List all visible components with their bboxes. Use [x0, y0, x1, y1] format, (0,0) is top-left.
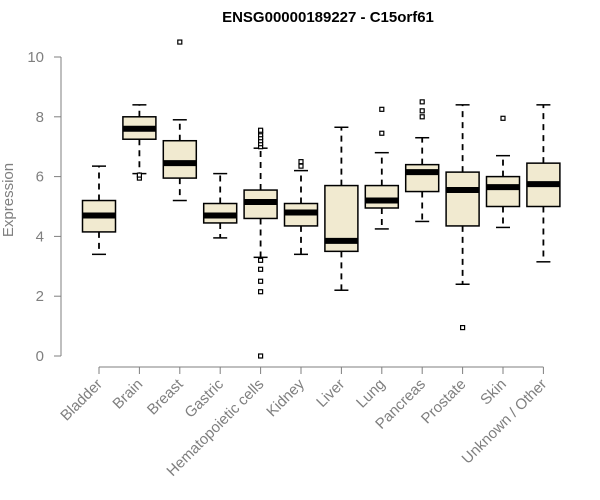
y-axis-label: Expression: [0, 163, 17, 237]
outlier-point: [258, 257, 264, 263]
y-axis: 0 2 4 6 8 10: [27, 49, 62, 365]
outlier-point: [177, 39, 183, 45]
box-bladder: [81, 165, 117, 256]
iqr-box: [485, 175, 521, 208]
box-breast: [162, 39, 198, 202]
outlier-point: [500, 115, 506, 121]
chart-title: ENSG00000189227 - C15orf61: [222, 9, 434, 26]
outlier-point: [460, 324, 466, 331]
y-tick-label: 0: [36, 348, 44, 365]
box-brain: [122, 104, 157, 181]
box-hematopoietic-cells: [243, 127, 278, 359]
outlier-point: [379, 106, 385, 112]
outlier-point: [419, 108, 425, 114]
x-tick-label: Prostate: [418, 376, 470, 428]
outlier-point: [419, 114, 425, 120]
x-tick-label: Lung: [353, 376, 389, 412]
outlier-point: [258, 278, 264, 284]
x-tick-label: Brain: [109, 376, 146, 413]
outlier-point: [298, 163, 304, 169]
box-skin: [485, 115, 521, 229]
y-tick-label: 6: [36, 169, 44, 186]
outlier-point: [136, 172, 142, 178]
outlier-point: [258, 353, 264, 359]
iqr-box: [404, 163, 440, 193]
x-tick-label: Kidney: [263, 375, 308, 420]
plot-area: [81, 39, 561, 359]
outlier-point: [258, 289, 264, 295]
iqr-box: [364, 184, 400, 209]
x-tick-label: Bladder: [57, 376, 106, 425]
box-pancreas: [404, 99, 440, 223]
y-tick-label: 4: [36, 228, 44, 245]
box-gastric: [202, 172, 238, 239]
y-tick-label: 2: [36, 288, 44, 305]
outlier-point: [258, 266, 264, 272]
outlier-point: [419, 99, 425, 105]
outlier-point: [379, 130, 385, 136]
y-tick-label: 10: [27, 49, 44, 66]
box-prostate: [445, 104, 480, 331]
x-tick-label: Skin: [477, 376, 510, 409]
box-lung: [364, 106, 400, 230]
iqr-box: [162, 139, 198, 179]
outlier-point: [298, 159, 304, 165]
iqr-box: [445, 171, 480, 227]
box-liver: [324, 126, 359, 291]
box-kidney: [283, 159, 319, 256]
outlier-point: [258, 127, 264, 133]
y-tick-label: 8: [36, 109, 44, 126]
box-unknown-other: [526, 104, 561, 263]
x-tick-label: Liver: [313, 376, 348, 411]
x-tick-label: Breast: [144, 375, 187, 418]
